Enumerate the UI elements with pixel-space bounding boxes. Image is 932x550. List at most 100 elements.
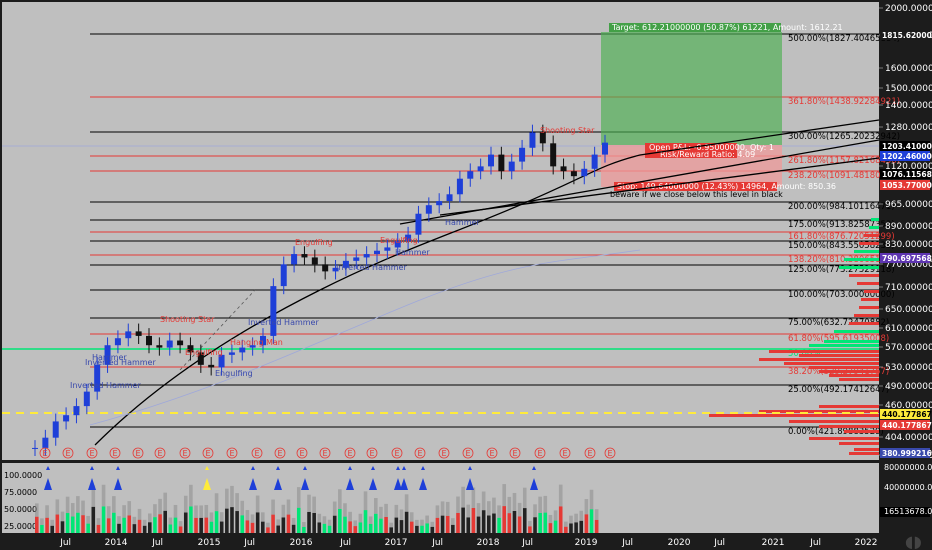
candle-body[interactable]: [322, 264, 329, 272]
candle-body[interactable]: [374, 250, 380, 255]
event-marker-icon[interactable]: [509, 447, 521, 459]
candle-body[interactable]: [539, 132, 546, 144]
event-marker-icon[interactable]: [86, 447, 98, 459]
candle-body[interactable]: [332, 267, 339, 272]
candle-body[interactable]: [73, 406, 80, 416]
candle-body[interactable]: [42, 437, 49, 448]
pattern-marker-icon[interactable]: [419, 478, 427, 490]
candle-body[interactable]: [114, 338, 121, 346]
candle-body[interactable]: [52, 421, 59, 438]
pattern-marker-icon[interactable]: [394, 478, 402, 490]
candle-body[interactable]: [425, 205, 432, 214]
candle-body[interactable]: [384, 247, 391, 251]
candle-body[interactable]: [280, 264, 287, 287]
pattern-marker-icon[interactable]: [114, 478, 122, 490]
candle-body[interactable]: [311, 257, 318, 265]
time-axis[interactable]: Jul 2014 Jul 2015 Jul 2016 Jul 2017 Jul 2018 Jul 20…: [59, 538, 877, 548]
price-tag[interactable]: [880, 420, 930, 430]
event-marker-icon[interactable]: [584, 447, 596, 459]
candle-body[interactable]: [456, 178, 463, 195]
candle-body[interactable]: [197, 352, 204, 365]
candle-body[interactable]: [208, 364, 215, 368]
candle-body[interactable]: [83, 391, 90, 407]
right-price-axis[interactable]: 2000.000000001800.000000001600.000000001…: [879, 4, 932, 517]
event-marker-icon[interactable]: [251, 447, 263, 459]
price-tag[interactable]: [880, 253, 930, 263]
candle-body[interactable]: [228, 352, 235, 355]
candle-body[interactable]: [177, 340, 184, 346]
candle-body[interactable]: [239, 347, 246, 353]
pattern-marker-icon[interactable]: [466, 478, 474, 490]
price-tag[interactable]: [880, 448, 930, 458]
candle-body[interactable]: [353, 257, 360, 261]
candle-body[interactable]: [508, 161, 515, 172]
candle-body[interactable]: [446, 194, 453, 202]
candle-body[interactable]: [156, 345, 163, 348]
candle-body[interactable]: [570, 171, 577, 177]
pattern-marker-icon[interactable]: [249, 478, 257, 490]
pattern-marker-icon[interactable]: [88, 478, 96, 490]
event-marker-icon[interactable]: [274, 447, 286, 459]
candle-body[interactable]: [591, 154, 598, 169]
event-marker-icon[interactable]: [414, 447, 426, 459]
candle-body[interactable]: [166, 340, 173, 348]
candle-body[interactable]: [560, 166, 567, 172]
candle-body[interactable]: [477, 166, 484, 172]
candle-body[interactable]: [394, 240, 401, 248]
price-tag[interactable]: [880, 169, 930, 179]
price-tag[interactable]: [880, 180, 930, 190]
candle-body[interactable]: [63, 415, 70, 422]
candle-body[interactable]: [125, 331, 132, 339]
event-marker-icon[interactable]: [319, 447, 331, 459]
pattern-marker-icon[interactable]: [369, 478, 377, 490]
event-marker-icon[interactable]: [604, 447, 616, 459]
candle-body[interactable]: [249, 345, 256, 348]
candle-body[interactable]: [32, 447, 38, 449]
pattern-marker-icon[interactable]: [400, 478, 408, 490]
event-marker-icon[interactable]: [62, 447, 74, 459]
candle-body[interactable]: [291, 254, 298, 265]
candle-body[interactable]: [550, 143, 557, 167]
candle-body[interactable]: [94, 364, 101, 392]
event-marker-icon[interactable]: [39, 447, 51, 459]
candle-body[interactable]: [415, 213, 422, 235]
price-tag[interactable]: [880, 141, 930, 151]
candle-body[interactable]: [104, 345, 111, 365]
event-marker-icon[interactable]: [109, 447, 121, 459]
event-marker-icon[interactable]: [486, 447, 498, 459]
candle-body[interactable]: [363, 254, 370, 258]
candle-body[interactable]: [260, 335, 266, 346]
pattern-marker-icon[interactable]: [274, 478, 282, 490]
scroll-icon[interactable]: ◖◗: [905, 532, 922, 550]
candle-body[interactable]: [342, 260, 349, 268]
candle-body[interactable]: [498, 154, 505, 172]
pattern-marker-icon[interactable]: [346, 478, 354, 490]
price-tag[interactable]: [880, 151, 930, 161]
event-marker-icon[interactable]: [366, 447, 378, 459]
candle-body[interactable]: [467, 171, 474, 179]
pattern-marker-icon[interactable]: [203, 478, 211, 490]
candle-body[interactable]: [602, 142, 608, 155]
candle-body[interactable]: [135, 331, 142, 336]
price-tag[interactable]: [880, 30, 930, 40]
pattern-marker-icon[interactable]: [530, 478, 538, 490]
candle-body[interactable]: [218, 354, 225, 368]
candle-body[interactable]: [405, 234, 412, 241]
event-marker-icon[interactable]: [534, 447, 546, 459]
pattern-marker-icon[interactable]: [44, 478, 52, 490]
candle-body[interactable]: [187, 345, 194, 353]
candle-body[interactable]: [270, 286, 277, 336]
event-marker-icon[interactable]: [462, 447, 474, 459]
candle-body[interactable]: [146, 335, 152, 346]
event-marker-icon[interactable]: [438, 447, 450, 459]
event-marker-icon[interactable]: [226, 447, 238, 459]
candle-body[interactable]: [519, 147, 526, 162]
candle-body[interactable]: [301, 254, 308, 258]
candle-body[interactable]: [529, 132, 536, 148]
event-marker-icon[interactable]: [559, 447, 571, 459]
candle-body[interactable]: [436, 201, 443, 206]
event-marker-icon[interactable]: [154, 447, 166, 459]
event-marker-icon[interactable]: [344, 447, 356, 459]
candle-body[interactable]: [488, 154, 494, 167]
